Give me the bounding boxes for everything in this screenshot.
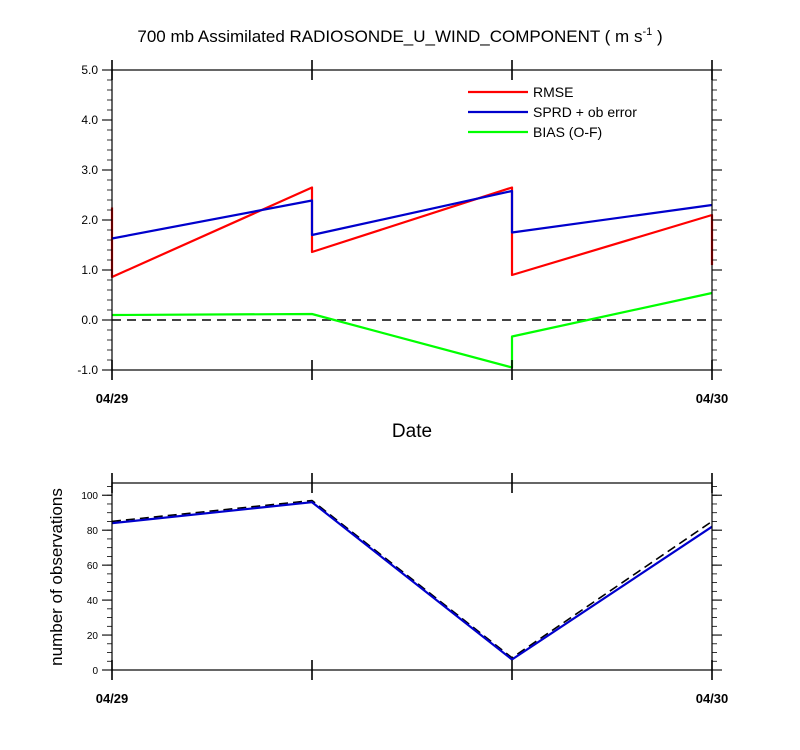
- chart-title-text: 700 mb Assimilated RADIOSONDE_U_WIND_COM…: [137, 27, 642, 46]
- y-tick-label: 2.0: [81, 213, 98, 227]
- top-ticks: -1.0 0.0 1.0 2.0 3.0 4.0 5.0 04/29 04/30: [77, 60, 728, 406]
- y-tick-label: 4.0: [81, 113, 98, 127]
- chart-title-exponent: -1: [642, 26, 652, 38]
- x-tick-label: 04/30: [696, 691, 729, 706]
- top-series-group: [110, 186, 714, 369]
- y-axis-label: number of observations: [47, 488, 66, 666]
- y-tick-label: -1.0: [77, 363, 98, 377]
- series-line-sprd-ob-error: [111, 189, 713, 240]
- x-tick-label: 04/29: [96, 691, 129, 706]
- y-tick-label: 0: [92, 666, 98, 677]
- legend-label-bias-o-f: BIAS (O-F): [533, 124, 602, 140]
- y-tick-label: 40: [87, 596, 99, 607]
- legend-label-sprd-ob-error: SPRD + ob error: [533, 104, 637, 120]
- bottom-panel: 0 20 40 60 80 100 04/29 04/30: [81, 473, 728, 706]
- bottom-plot-frame: [111, 482, 713, 671]
- top-panel: -1.0 0.0 1.0 2.0 3.0 4.0 5.0 04/29 04/30 RMSE SPR…: [77, 60, 728, 406]
- x-tick-label: 04/29: [96, 391, 129, 406]
- y-tick-label: 60: [87, 561, 99, 572]
- chart-title: 700 mb Assimilated RADIOSONDE_U_WIND_COM…: [137, 26, 662, 46]
- y-tick-label: 3.0: [81, 163, 98, 177]
- series-line-possible: [111, 499, 713, 659]
- y-tick-label: 1.0: [81, 263, 98, 277]
- chart-title-close: ): [652, 27, 662, 46]
- y-tick-label: 5.0: [81, 63, 98, 77]
- y-tick-label: 20: [87, 631, 99, 642]
- x-axis-label: Date: [392, 421, 432, 442]
- legend-label-rmse: RMSE: [533, 84, 573, 100]
- y-tick-label: 0.0: [81, 313, 98, 327]
- series-line-used: [111, 501, 713, 661]
- bottom-ticks: 0 20 40 60 80 100 04/29 04/30: [81, 473, 728, 706]
- y-tick-label: 100: [81, 491, 98, 502]
- series-line-rmse: [110, 186, 714, 279]
- x-tick-label: 04/30: [696, 391, 729, 406]
- series-line-bias-o-f: [111, 291, 713, 369]
- bottom-series-group: [111, 499, 713, 661]
- y-tick-label: 80: [87, 526, 99, 537]
- legend: RMSE SPRD + ob error BIAS (O-F): [468, 84, 637, 140]
